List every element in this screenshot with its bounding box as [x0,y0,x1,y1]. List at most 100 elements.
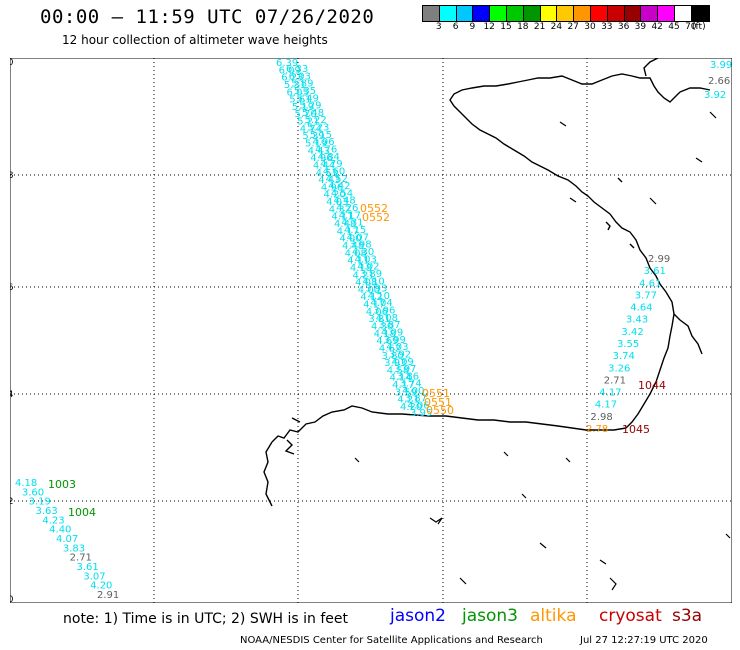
track-b-wave-label: 4.04 [370,298,392,309]
color-swatch [473,6,491,21]
track-c-wave-label: 3.61 [77,562,99,573]
chart-title: 00:00 – 11:59 UTC 07/26/2020 [40,6,375,28]
track-b-wave-label: 4.96 [312,137,334,148]
track-c-wave-label: 3.63 [36,506,58,517]
track-d-wave-label: 3.43 [626,315,648,326]
track-d-wave-label: 2.99 [648,254,670,265]
track-a-wave-label: 4.58 [387,365,409,376]
track-a-wave-label: 3.81 [368,314,390,325]
time-label-altika: 0551 [422,387,450,400]
track-b-wave-label: 3.93 [365,284,387,295]
track-b-wave-label: 6.03 [289,71,311,82]
track-c-wave-label: 2.71 [70,553,92,564]
time-label-altika: 0551 [424,396,452,409]
track-b-wave-label: 5.35 [294,86,316,97]
track-b-wave-label: 4.30 [352,247,374,258]
track-a-wave-label: 4.48 [342,241,364,252]
track-a-wave-label: 4.69 [376,336,398,347]
track-b-wave-label: 4.02 [357,262,379,273]
color-swatch [590,6,608,21]
color-scale-label: 15 [500,22,512,32]
color-scale-label: 36 [617,22,630,32]
track-b-wave-label: 3.95 [410,408,432,419]
track-a-wave-label: 4.32 [329,204,351,215]
color-swatch [490,6,507,21]
color-swatch [691,6,709,21]
track-b-wave-label: 4.15 [344,225,366,236]
track-c-wave-label: 4.40 [49,525,71,536]
track-b-wave-label: 5.48 [302,108,324,119]
color-scale-label: 6 [452,22,459,32]
track-b-wave-label: 4.42 [328,181,350,192]
track-a-wave-label: 4.21 [353,270,375,281]
color-scale-label: 21 [533,22,546,32]
track-b-wave-label: 3.87 [378,320,400,331]
track-c-wave-label: 3.19 [29,497,51,508]
track-a-wave-label: 3.93 [384,358,406,369]
track-b-wave-label: 5.29 [299,101,321,112]
track-a-wave-label: 4.18 [374,329,396,340]
track-b-wave-label: 4.08 [376,313,398,324]
track-d-wave-label: 3.42 [621,327,643,338]
track-d-wave-label: 3.26 [608,363,630,374]
time-label-altika: 0552 [362,211,390,224]
color-scale-label: 24 [550,22,563,32]
track-b-wave-label: 4.10 [368,291,390,302]
color-scale-bar [422,5,710,22]
track-c-wave-label: 4.07 [56,534,78,545]
track-a-wave-label: 4.62 [379,343,401,354]
track-a-wave-label: 4.06 [366,307,388,318]
color-swatch [423,6,440,21]
color-swatch [641,6,659,21]
track-d-wave-label: 3.74 [613,351,635,362]
track-b-wave-label: 5.15 [310,130,332,141]
y-tick-label: 48 [10,171,14,181]
coastline [263,58,711,507]
track-c-wave-label: 4.23 [42,515,64,526]
track-a-wave-label: 4.43 [318,175,340,186]
track-b-wave-label: 5.49 [297,93,319,104]
track-a-wave-label: 4.17 [392,380,414,391]
track-a-wave-label: 4.53 [316,168,338,179]
track-d-wave-label: 3.61 [644,266,666,277]
track-d-wave-label: 3.55 [617,339,639,350]
track-d-wave-label: 4.64 [630,303,652,314]
track-a-wave-label: 5.70 [294,109,316,120]
track-b-wave-label: 4.06 [407,401,429,412]
y-tick-label: 44 [10,390,14,400]
track-a-wave-label: 6.39 [276,58,298,69]
track-a-wave-label: 5.19 [305,139,327,150]
track-d-wave-label: 4.17 [595,400,617,411]
track-a-wave-label: 3.80 [382,351,404,362]
track-b-wave-label: 3.98 [349,240,371,251]
track-b-wave-label: 4.03 [355,254,377,265]
ne-wave-label: 2.66 [708,76,730,87]
track-c-wave-label: 2.91 [97,590,119,601]
track-b-wave-label: 4.31 [341,218,363,229]
track-d-wave-label: 2.71 [604,375,626,386]
track-b-wave-label: 3.89 [360,269,382,280]
track-d-wave-label: 4.61 [639,278,661,289]
track-a-wave-label: 4.30 [371,321,393,332]
track-b-wave-label: 4.10 [363,276,385,287]
track-a-wave-label: 6.09 [279,65,301,76]
track-b-wave-label: 4.76 [315,145,337,156]
track-a-wave-label: 4.08 [345,248,367,259]
track-b-wave-label: 3.87 [405,393,427,404]
track-b-wave-label: 4.60 [323,166,345,177]
track-a-wave-label: 3.59 [395,387,417,398]
color-scale-label: 70 [685,22,697,32]
time-label-jason3: 1004 [68,506,96,519]
track-b-wave-label: 5.89 [291,79,313,90]
color-swatch [557,6,575,21]
track-b-wave-label: 4.17 [339,210,361,221]
color-swatch [607,6,625,21]
color-scale-label: 9 [469,22,476,32]
track-b-wave-label: 3.74 [399,379,421,390]
track-b-wave-label: 4.79 [320,159,342,170]
color-scale-label: 45 [668,22,680,32]
track-b-wave-label: 4.07 [347,232,369,243]
track-c-wave-label: 3.07 [83,571,105,582]
track-b-wave-label: 4.09 [381,327,403,338]
legend-altika: altika [530,606,577,626]
